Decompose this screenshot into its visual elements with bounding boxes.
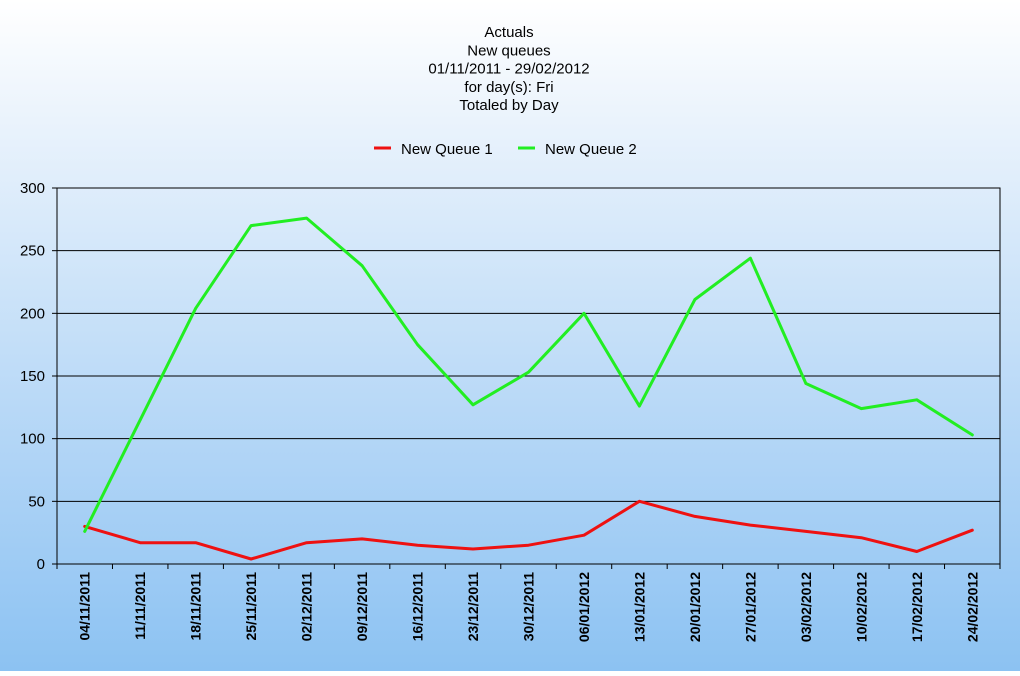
x-tick-label: 10/02/2012 (853, 572, 869, 642)
series-line (83, 216, 974, 533)
data-point (194, 541, 197, 544)
data-point (305, 216, 308, 220)
data-point (915, 550, 918, 553)
x-tick-label: 24/02/2012 (964, 572, 980, 642)
y-tick-label: 250 (20, 243, 45, 260)
y-tick-label: 100 (20, 431, 45, 448)
data-point (305, 541, 308, 544)
chart-title-line: for day(s): Fri (464, 79, 553, 96)
data-point (360, 537, 364, 541)
x-tick-label: 25/11/2011 (243, 572, 259, 641)
x-tick-label: 13/01/2012 (631, 572, 647, 642)
data-point (638, 404, 641, 408)
data-point (693, 298, 697, 301)
x-tick-label: 04/11/2011 (77, 572, 93, 641)
data-point (139, 541, 142, 544)
data-point (804, 530, 808, 533)
data-point (527, 544, 530, 547)
y-tick-label: 150 (20, 368, 45, 385)
chart-title-line: 01/11/2011 - 29/02/2012 (428, 61, 589, 78)
y-tick-label: 200 (20, 305, 45, 322)
x-tick-label: 27/01/2012 (742, 572, 758, 642)
chart-title-line: Actuals (484, 24, 533, 41)
data-point (860, 407, 863, 410)
y-tick-label: 50 (28, 493, 45, 510)
data-point (249, 557, 253, 561)
data-point (582, 533, 586, 537)
y-tick-label: 0 (37, 556, 45, 573)
chart-title-line: Totaled by Day (459, 97, 559, 114)
data-point (749, 523, 752, 527)
data-point (360, 264, 364, 267)
plot-area: 0 50 100 150 200 250 300 04/11/2011 11/11/2011 18… (20, 180, 1001, 642)
data-point (971, 528, 974, 532)
series-line (83, 499, 974, 561)
x-tick-label: 03/02/2012 (798, 572, 814, 642)
data-point (527, 371, 530, 374)
data-point (638, 500, 641, 503)
x-tick-label: 02/12/2011 (299, 572, 315, 642)
data-point (749, 256, 752, 260)
x-tick-label: 23/12/2011 (465, 572, 481, 642)
data-point (83, 530, 86, 533)
x-tick-label: 06/01/2012 (576, 572, 592, 642)
data-point (804, 382, 808, 385)
chart-title-line: New queues (467, 42, 550, 59)
data-point (194, 307, 197, 310)
data-point (860, 536, 863, 539)
data-point (249, 224, 253, 227)
x-tick-label: 30/12/2011 (521, 572, 537, 642)
x-tick-label: 09/12/2011 (354, 572, 370, 642)
data-point (915, 398, 918, 402)
y-tick-label: 300 (20, 180, 45, 197)
data-point (971, 433, 974, 437)
data-point (139, 418, 142, 422)
x-tick-label: 16/12/2011 (410, 572, 426, 642)
legend-label: New Queue 2 (545, 141, 637, 158)
data-point (582, 312, 586, 315)
x-tick-label: 20/01/2012 (687, 572, 703, 642)
x-tick-label: 18/11/2011 (188, 572, 204, 641)
data-point (416, 343, 419, 346)
legend-label: New Queue 1 (401, 141, 493, 158)
data-point (693, 515, 697, 518)
data-point (416, 544, 419, 547)
data-point (471, 547, 475, 551)
legend: New Queue 1 New Queue 2 (374, 141, 637, 158)
x-tick-label: 17/02/2012 (909, 572, 925, 642)
x-tick-label: 11/11/2011 (132, 572, 148, 640)
data-point (471, 403, 475, 407)
